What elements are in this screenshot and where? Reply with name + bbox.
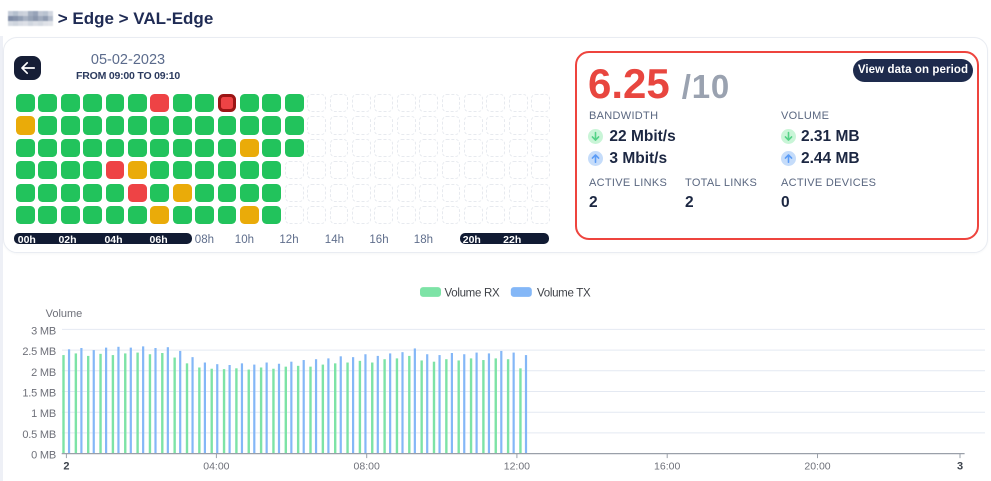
svg-text:3: 3 xyxy=(957,461,963,473)
svg-text:0 MB: 0 MB xyxy=(31,450,56,462)
svg-text:08:00: 08:00 xyxy=(354,461,380,473)
svg-text:2: 2 xyxy=(63,461,69,473)
svg-text:0.5 MB: 0.5 MB xyxy=(22,429,56,441)
svg-text:20:00: 20:00 xyxy=(804,461,830,473)
svg-text:1 MB: 1 MB xyxy=(31,408,56,420)
svg-text:Volume RX: Volume RX xyxy=(445,287,500,299)
svg-text:Volume TX: Volume TX xyxy=(537,287,591,299)
svg-text:04:00: 04:00 xyxy=(203,461,229,473)
svg-text:12:00: 12:00 xyxy=(504,461,530,473)
svg-text:1.5 MB: 1.5 MB xyxy=(22,388,56,400)
svg-text:2 MB: 2 MB xyxy=(31,367,56,379)
svg-text:3 MB: 3 MB xyxy=(31,325,56,337)
svg-text:2.5 MB: 2.5 MB xyxy=(22,346,56,358)
svg-text:Volume: Volume xyxy=(46,308,83,320)
svg-text:16:00: 16:00 xyxy=(654,461,680,473)
